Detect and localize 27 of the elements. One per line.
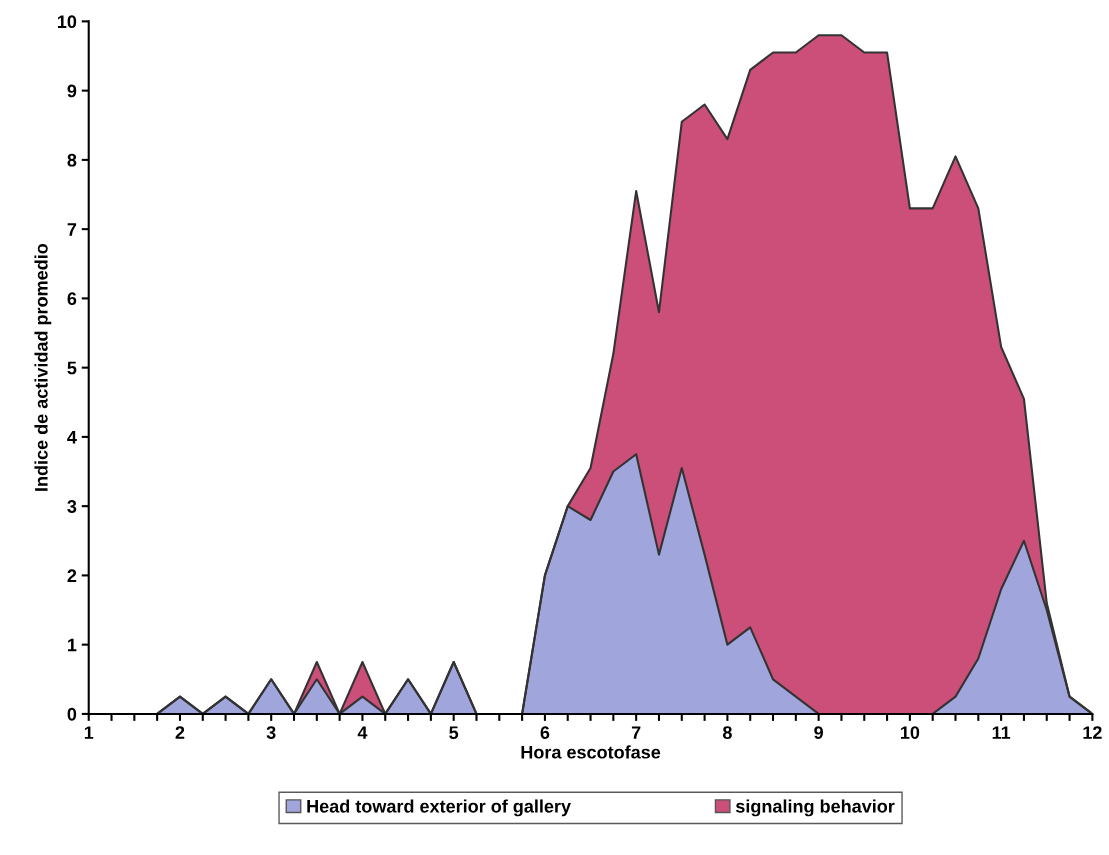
x-tick-label: 5 <box>449 726 459 739</box>
y-tick-label: 9 <box>67 84 77 98</box>
x-tick-label: 2 <box>175 726 185 739</box>
y-axis-title: Indice de actividad promedio <box>34 243 52 491</box>
x-tick-label: 11 <box>992 726 1011 739</box>
x-tick-label: 12 <box>1083 726 1102 739</box>
legend-label: Head toward exterior of gallery <box>307 799 571 817</box>
x-tick-label: 10 <box>900 726 920 739</box>
legend-label: signaling behavior <box>735 799 895 817</box>
y-tick-label: 10 <box>57 15 77 29</box>
x-tick-label: 1 <box>84 726 94 739</box>
y-tick-label: 1 <box>68 638 77 652</box>
y-tick-label: 0 <box>67 707 77 721</box>
y-tick-label: 3 <box>67 500 77 513</box>
x-tick-label: 3 <box>266 726 276 740</box>
y-tick-label: 7 <box>67 223 77 236</box>
y-tick-label: 6 <box>67 292 77 306</box>
x-tick-label: 4 <box>357 726 368 739</box>
y-tick-label: 5 <box>67 361 77 375</box>
y-tick-label: 8 <box>67 153 77 167</box>
y-tick-label: 2 <box>67 569 77 582</box>
x-axis-title: Hora escotofase <box>521 745 661 759</box>
x-tick-label: 6 <box>540 726 550 739</box>
x-tick-label: 8 <box>722 726 732 739</box>
x-tick-label: 9 <box>814 726 823 739</box>
y-tick-label: 4 <box>67 431 77 444</box>
x-tick-label: 7 <box>631 726 641 739</box>
